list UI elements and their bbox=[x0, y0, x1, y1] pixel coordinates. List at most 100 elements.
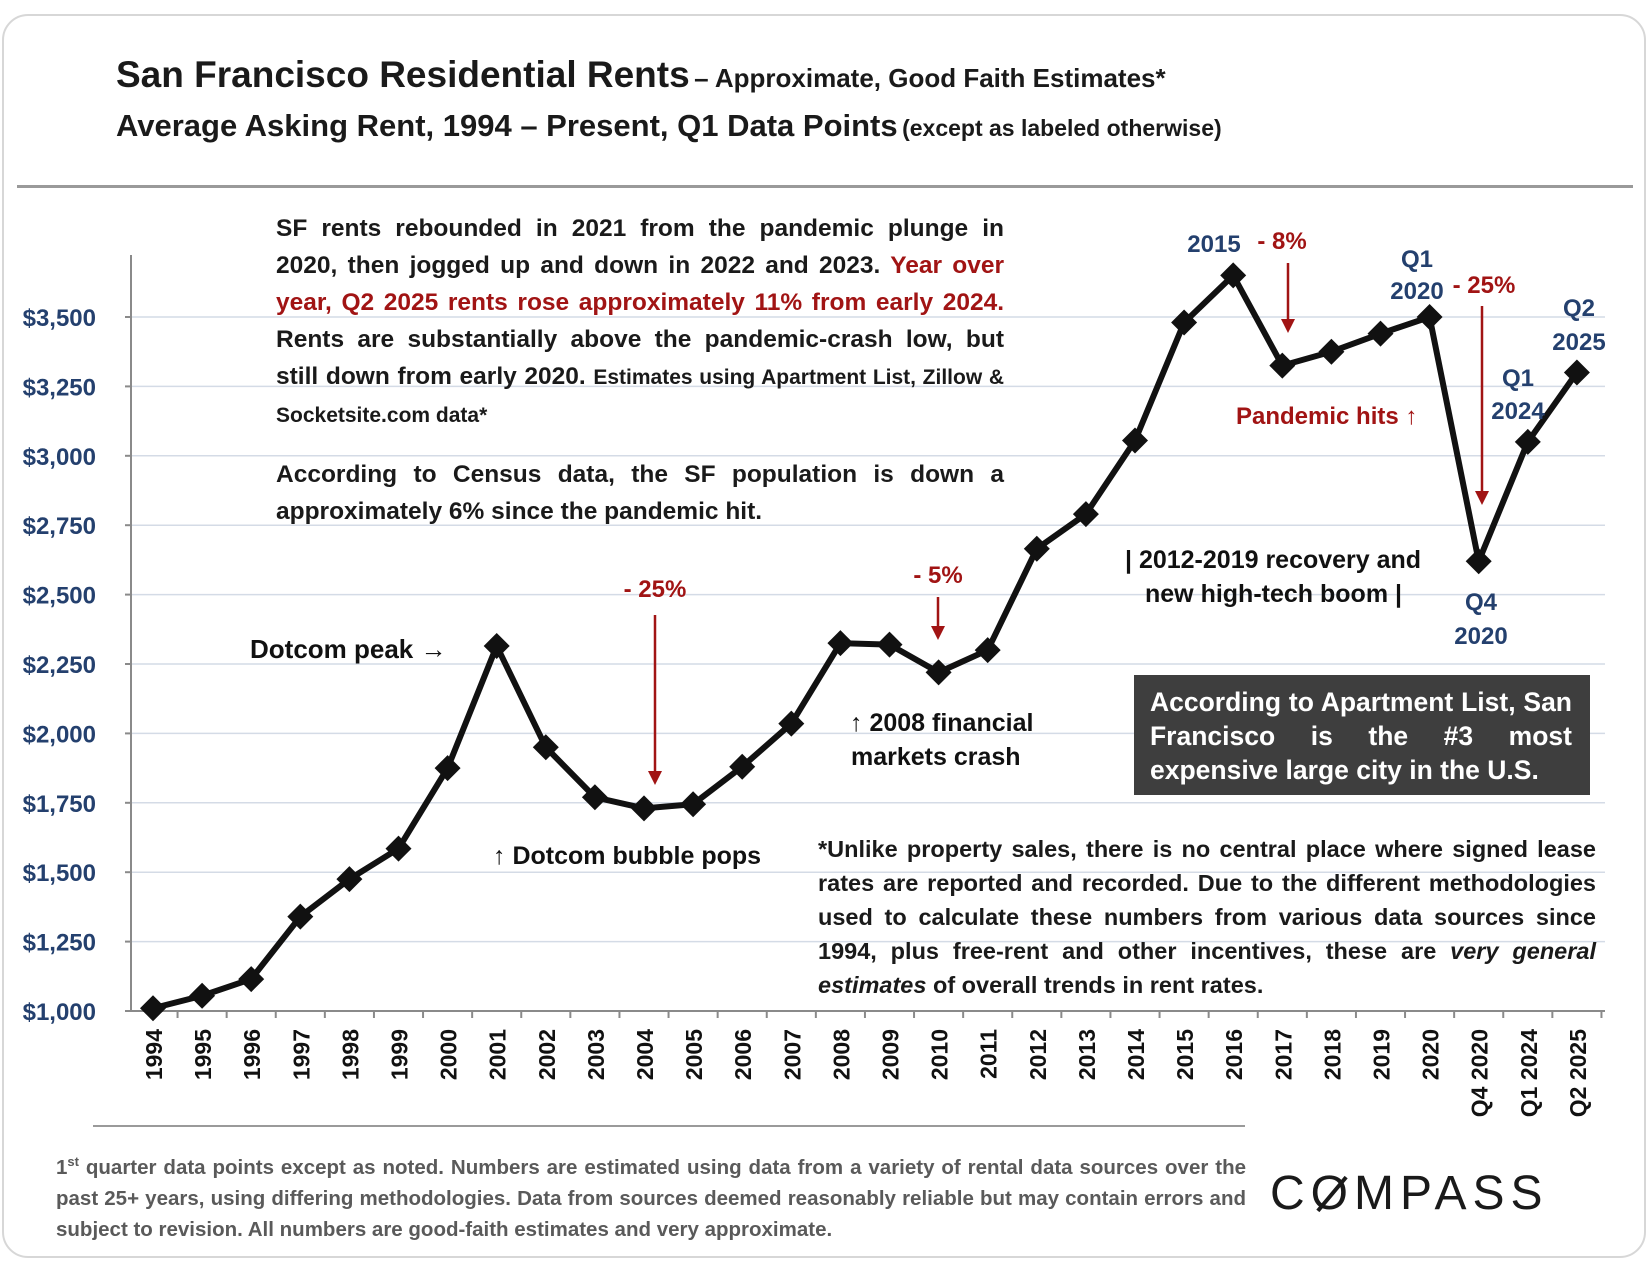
annotation-label: Q2 bbox=[1563, 295, 1595, 322]
x-tick-label: 2014 bbox=[1123, 1029, 1149, 1080]
page-title: San Francisco Residential Rents – Approx… bbox=[116, 54, 1166, 96]
header-divider bbox=[17, 185, 1633, 188]
annotation-label: 2020 bbox=[1390, 278, 1443, 305]
annotation-label: Q4 bbox=[1465, 589, 1498, 616]
data-point-marker bbox=[532, 734, 559, 761]
annotation-label: ↑ Dotcom bubble pops bbox=[493, 842, 761, 870]
data-point-marker bbox=[1171, 309, 1198, 336]
annotation-label: 2020 bbox=[1454, 623, 1507, 650]
y-tick-label: $2,500 bbox=[23, 583, 96, 610]
x-tick-label: 2008 bbox=[828, 1029, 854, 1080]
x-tick-label: 1997 bbox=[288, 1029, 314, 1080]
data-point-marker bbox=[287, 903, 314, 930]
subtitle-main: Average Asking Rent, 1994 – Present, Q1 … bbox=[116, 108, 898, 143]
annotation-label: Pandemic hits ↑ bbox=[1236, 403, 1417, 430]
data-point-marker bbox=[876, 631, 903, 658]
annotation-label: 2015 bbox=[1187, 231, 1240, 258]
y-tick-label: $3,000 bbox=[23, 444, 96, 471]
annotation-label: 2024 bbox=[1491, 398, 1545, 425]
x-tick-label: 1999 bbox=[387, 1029, 413, 1080]
x-tick-label: 2013 bbox=[1074, 1029, 1100, 1080]
data-point-marker bbox=[336, 866, 363, 893]
annotation-label: - 25% bbox=[624, 576, 687, 603]
x-tick-label: 1995 bbox=[190, 1029, 216, 1080]
y-tick-label: $2,250 bbox=[23, 652, 96, 679]
annotation-label: - 25% bbox=[1453, 272, 1516, 299]
x-tick-label: 2007 bbox=[779, 1029, 805, 1080]
x-tick-label: 2000 bbox=[436, 1029, 462, 1080]
footer-text: quarter data points except as noted. Num… bbox=[56, 1155, 1246, 1241]
annotation-label: markets crash bbox=[851, 743, 1021, 771]
annotation-label: 2025 bbox=[1552, 329, 1605, 356]
y-tick-label: $1,750 bbox=[23, 791, 96, 818]
data-point-marker bbox=[1318, 338, 1345, 365]
x-tick-label: 2015 bbox=[1172, 1029, 1198, 1080]
methodology-note: *Unlike property sales, there is no cent… bbox=[818, 832, 1596, 1002]
y-tick-label: $2,750 bbox=[23, 513, 96, 540]
x-tick-label: 1994 bbox=[141, 1029, 167, 1080]
y-tick-label: $1,250 bbox=[23, 930, 96, 957]
annotation-label: Dotcom peak → bbox=[250, 634, 447, 664]
x-tick-label: 2016 bbox=[1221, 1029, 1247, 1080]
data-point-marker bbox=[581, 784, 608, 811]
subtitle-suffix: (except as labeled otherwise) bbox=[902, 115, 1222, 141]
x-tick-label: 1998 bbox=[337, 1029, 363, 1080]
footer-divider bbox=[93, 1125, 1245, 1127]
annotation-label: Q1 bbox=[1401, 246, 1433, 273]
x-tick-label: 2019 bbox=[1369, 1029, 1395, 1080]
annotation-arrow-head bbox=[1281, 319, 1295, 333]
data-point-marker bbox=[1122, 427, 1148, 454]
x-tick-label: Q4 2020 bbox=[1467, 1029, 1493, 1117]
logo-letters-mpass: MPASS bbox=[1354, 1167, 1549, 1220]
note-text-italic: very general estimates bbox=[818, 938, 1596, 998]
logo-letter-o: O bbox=[1311, 1166, 1354, 1221]
data-point-marker bbox=[1465, 548, 1492, 575]
annotation-label: Q1 bbox=[1502, 365, 1534, 392]
data-point-marker bbox=[434, 755, 461, 782]
x-tick-label: 2003 bbox=[583, 1029, 609, 1080]
annotation-label: - 5% bbox=[913, 562, 962, 589]
data-point-marker bbox=[680, 791, 707, 818]
title-suffix: – Approximate, Good Faith Estimates* bbox=[694, 63, 1166, 93]
annotation-arrow-head bbox=[931, 626, 945, 640]
x-tick-label: 2002 bbox=[534, 1029, 560, 1080]
x-tick-label: 2020 bbox=[1418, 1029, 1444, 1080]
y-tick-label: $3,500 bbox=[23, 305, 96, 332]
data-point-marker bbox=[1514, 428, 1541, 455]
x-tick-label: 2018 bbox=[1319, 1029, 1345, 1080]
note-text-b: of overall trends in rent rates. bbox=[926, 972, 1264, 998]
x-tick-label: 2006 bbox=[730, 1029, 756, 1080]
data-point-marker bbox=[1269, 352, 1296, 379]
summary-text-b: Rents are substantially above the pandem… bbox=[276, 326, 1004, 390]
x-tick-label: Q1 2024 bbox=[1516, 1029, 1542, 1117]
data-point-marker bbox=[1220, 262, 1247, 289]
summary-text-highlight: Year over year, Q2 2025 rents rose appro… bbox=[276, 252, 1005, 316]
data-point-marker bbox=[385, 835, 412, 862]
data-point-marker bbox=[140, 995, 166, 1022]
footer-disclaimer: 1st quarter data points except as noted.… bbox=[56, 1146, 1246, 1245]
data-point-marker bbox=[631, 795, 657, 822]
data-point-marker bbox=[925, 659, 952, 686]
y-tick-label: $1,500 bbox=[23, 860, 96, 887]
data-point-marker bbox=[1416, 304, 1443, 330]
annotation-label: | 2012-2019 recovery and bbox=[1125, 546, 1421, 574]
title-main: San Francisco Residential Rents bbox=[116, 54, 690, 95]
y-tick-label: $1,000 bbox=[23, 999, 96, 1026]
x-tick-label: 1996 bbox=[239, 1029, 265, 1080]
x-tick-label: 2004 bbox=[632, 1029, 658, 1080]
data-point-marker bbox=[189, 982, 216, 1009]
population-paragraph: According to Census data, the SF populat… bbox=[276, 461, 1004, 525]
data-point-marker bbox=[778, 710, 805, 737]
data-point-marker bbox=[1072, 501, 1099, 528]
x-tick-label: 2010 bbox=[927, 1029, 953, 1080]
data-point-marker bbox=[1563, 359, 1590, 386]
summary-text-a: SF rents rebounded in 2021 from the pand… bbox=[276, 215, 1004, 279]
page-subtitle: Average Asking Rent, 1994 – Present, Q1 … bbox=[116, 108, 1222, 144]
annotation-arrow-head bbox=[1475, 491, 1489, 505]
annotation-label: ↑ 2008 financial bbox=[850, 709, 1033, 737]
chart-frame bbox=[2, 14, 1646, 1258]
y-tick-label: $2,000 bbox=[23, 721, 96, 748]
x-tick-label: 2017 bbox=[1270, 1029, 1296, 1080]
footer-sup-number: 1 bbox=[56, 1155, 68, 1179]
